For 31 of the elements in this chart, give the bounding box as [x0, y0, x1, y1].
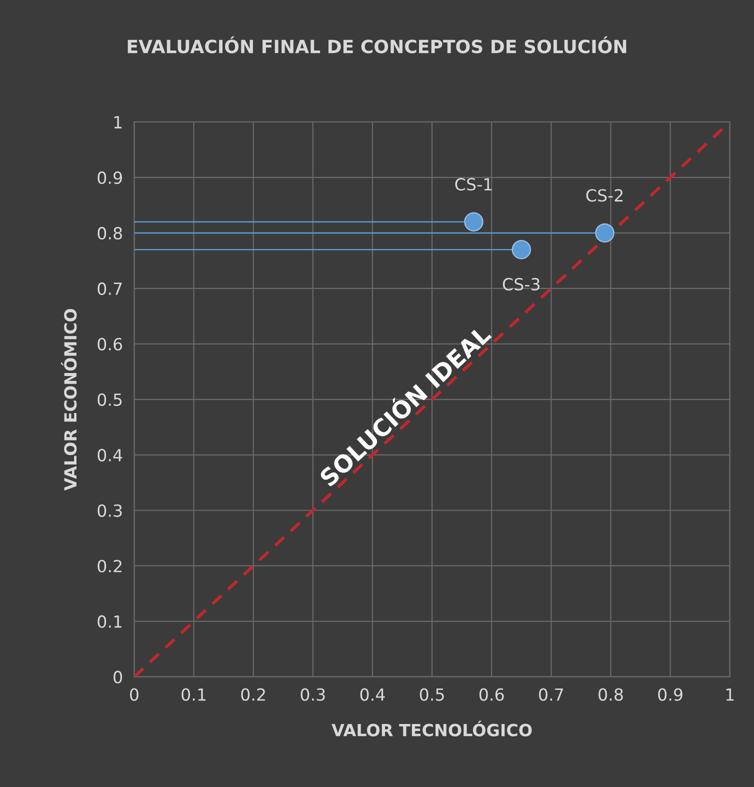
x-tick-label: 0.7 — [539, 688, 564, 701]
x-tick-label: 0 — [130, 688, 138, 701]
annotation: CS-2 — [586, 189, 623, 202]
x-tick-label: 0.3 — [300, 688, 325, 701]
y-tick-label: 0.7 — [98, 282, 122, 296]
x-tick-label: 0.6 — [479, 688, 504, 701]
annotation: CS-1 — [455, 178, 492, 191]
x-tick-label: 1 — [726, 688, 734, 701]
y-tick-label: 0.6 — [98, 338, 122, 350]
x-axis-title: VALOR TECNOLÓGICO — [332, 720, 532, 736]
y-tick-label: 0.4 — [98, 448, 122, 462]
chart-title: EVALUACIÓN FINAL DE CONCEPTOS DE SOLUCIÓN — [128, 36, 626, 54]
x-tick-label: 0.1 — [182, 688, 206, 701]
y-tick-label: 1 — [114, 116, 122, 128]
y-axis-title: VALOR ECONÓMICO — [61, 308, 77, 491]
x-tick-label: 0.8 — [598, 688, 623, 701]
y-tick-label: 0.3 — [98, 504, 122, 517]
x-tick-label: 0.9 — [658, 688, 682, 701]
y-tick-label: 0.1 — [98, 615, 122, 628]
point — [464, 212, 484, 232]
annotation: CS-3 — [502, 278, 540, 291]
y-tick-label: 0.8 — [98, 226, 122, 240]
y-tick-label: 0 — [114, 670, 122, 684]
y-tick-label: 0.5 — [98, 393, 122, 406]
y-tick-label: 0.2 — [98, 560, 122, 572]
x-tick-label: 0.4 — [360, 688, 385, 701]
x-tick-label: 0.5 — [420, 688, 444, 701]
y-tick-label: 0.9 — [98, 171, 122, 184]
x-tick-label: 0.2 — [241, 688, 265, 701]
point — [512, 240, 531, 260]
point — [595, 223, 614, 243]
